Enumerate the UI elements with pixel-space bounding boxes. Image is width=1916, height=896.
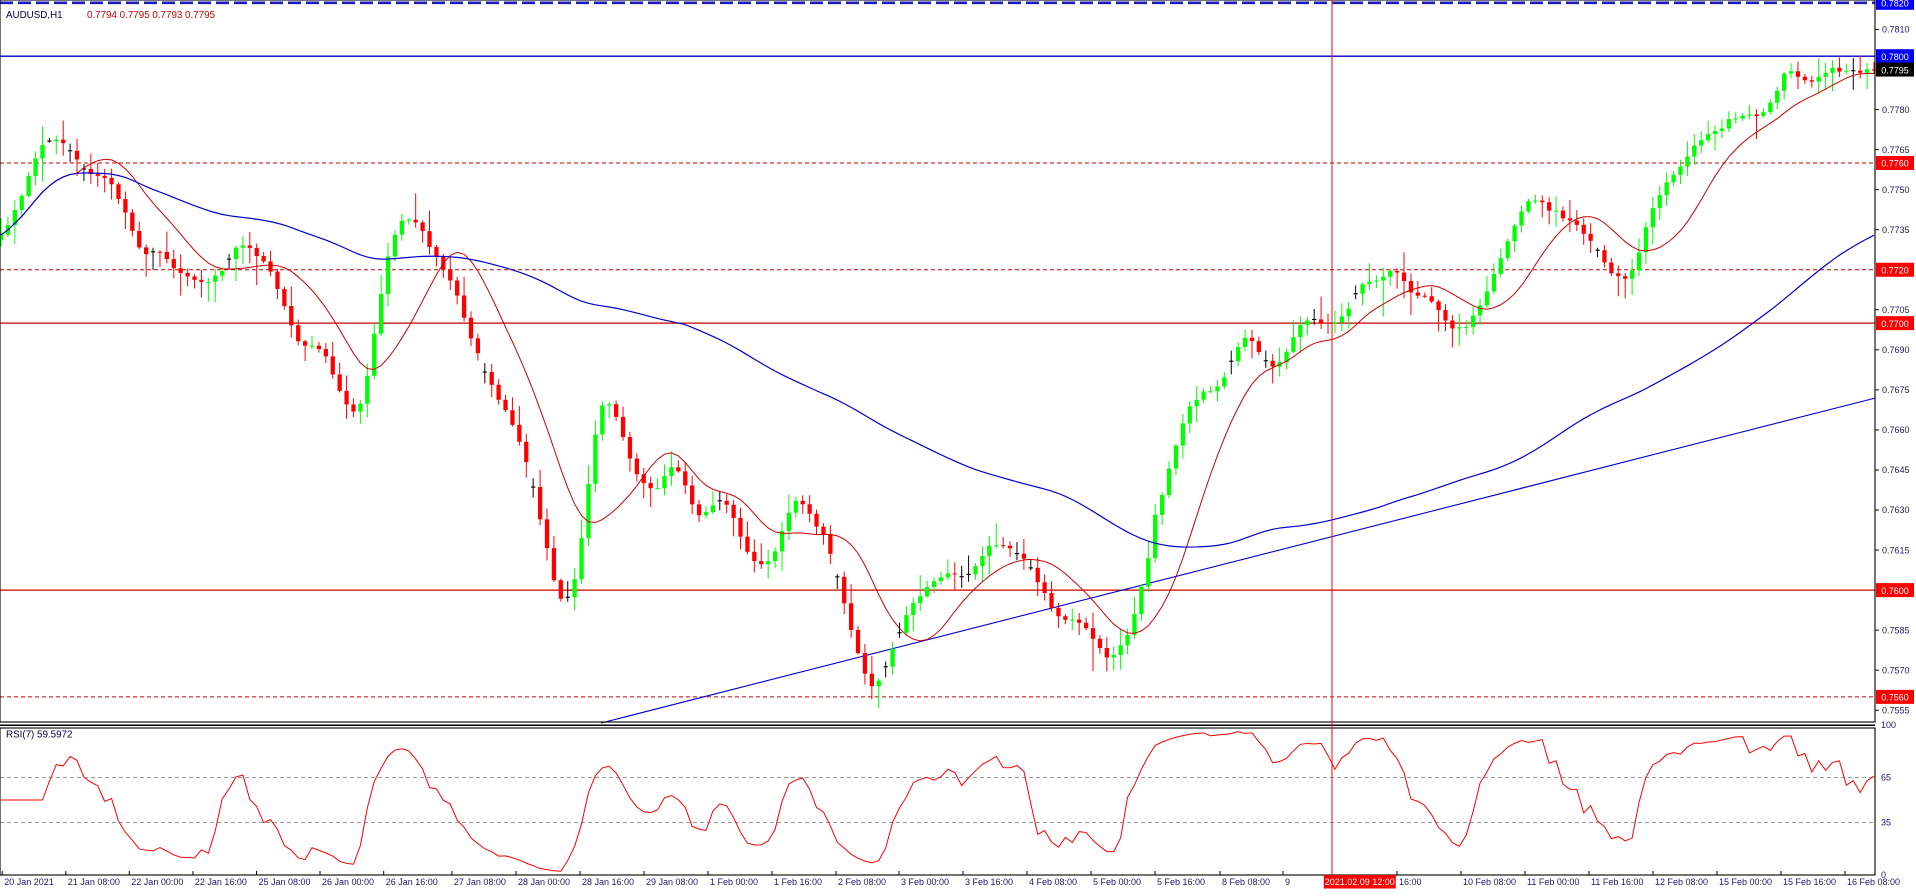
svg-text:1 Feb 16:00: 1 Feb 16:00 bbox=[774, 877, 822, 887]
svg-text:11 Feb 00:00: 11 Feb 00:00 bbox=[1527, 877, 1579, 887]
svg-text:0.7555: 0.7555 bbox=[1882, 705, 1910, 715]
svg-text:0.7720: 0.7720 bbox=[1881, 265, 1909, 275]
svg-text:15 Feb 16:00: 15 Feb 16:00 bbox=[1783, 877, 1836, 887]
svg-text:16 Feb 08:00: 16 Feb 08:00 bbox=[1847, 877, 1900, 887]
svg-text:0.7700: 0.7700 bbox=[1881, 319, 1909, 329]
svg-text:27 Jan 08:00: 27 Jan 08:00 bbox=[454, 877, 506, 887]
svg-text:2021.02.09 12:00: 2021.02.09 12:00 bbox=[1325, 877, 1395, 887]
svg-text:0.7750: 0.7750 bbox=[1882, 185, 1910, 195]
svg-text:26 Jan 00:00: 26 Jan 00:00 bbox=[322, 877, 374, 887]
svg-text:0.7585: 0.7585 bbox=[1882, 625, 1910, 635]
svg-text:0.7705: 0.7705 bbox=[1882, 305, 1910, 315]
svg-text:28 Jan 16:00: 28 Jan 16:00 bbox=[582, 877, 634, 887]
svg-text:0.7630: 0.7630 bbox=[1882, 505, 1910, 515]
svg-text:0.7820: 0.7820 bbox=[1881, 0, 1909, 9]
svg-text:0.7660: 0.7660 bbox=[1882, 425, 1910, 435]
svg-text:22 Jan 00:00: 22 Jan 00:00 bbox=[131, 877, 183, 887]
svg-text:22 Jan 16:00: 22 Jan 16:00 bbox=[195, 877, 247, 887]
svg-text:0.7795: 0.7795 bbox=[1881, 65, 1909, 75]
svg-text:0.7675: 0.7675 bbox=[1882, 385, 1910, 395]
svg-text:20 Jan 2021: 20 Jan 2021 bbox=[4, 877, 54, 887]
svg-text:100: 100 bbox=[1881, 720, 1896, 730]
svg-text:0.7800: 0.7800 bbox=[1881, 52, 1909, 62]
svg-text:0.7600: 0.7600 bbox=[1881, 586, 1909, 596]
svg-text:0.7570: 0.7570 bbox=[1882, 665, 1910, 675]
svg-text:AUDUSD,H1: AUDUSD,H1 bbox=[6, 10, 63, 21]
svg-text:25 Jan 08:00: 25 Jan 08:00 bbox=[259, 877, 311, 887]
svg-text:9: 9 bbox=[1285, 877, 1290, 887]
svg-text:8 Feb 08:00: 8 Feb 08:00 bbox=[1222, 877, 1270, 887]
svg-text:RSI(7) 59.5972: RSI(7) 59.5972 bbox=[6, 730, 72, 741]
svg-text:11 Feb 16:00: 11 Feb 16:00 bbox=[1591, 877, 1643, 887]
svg-text:29 Jan 08:00: 29 Jan 08:00 bbox=[646, 877, 698, 887]
svg-text:0.7760: 0.7760 bbox=[1881, 159, 1909, 169]
svg-text:3 Feb 16:00: 3 Feb 16:00 bbox=[965, 877, 1013, 887]
svg-text:0.7780: 0.7780 bbox=[1882, 105, 1910, 115]
svg-text:3 Feb 00:00: 3 Feb 00:00 bbox=[901, 877, 949, 887]
svg-text:12 Feb 08:00: 12 Feb 08:00 bbox=[1655, 877, 1708, 887]
svg-text:15 Feb 00:00: 15 Feb 00:00 bbox=[1719, 877, 1772, 887]
svg-text:0.7765: 0.7765 bbox=[1882, 145, 1910, 155]
svg-text:10 Feb 08:00: 10 Feb 08:00 bbox=[1463, 877, 1516, 887]
svg-text:5 Feb 16:00: 5 Feb 16:00 bbox=[1157, 877, 1205, 887]
svg-text:0.7690: 0.7690 bbox=[1882, 345, 1910, 355]
svg-text:21 Jan 08:00: 21 Jan 08:00 bbox=[68, 877, 120, 887]
svg-text:16:00: 16:00 bbox=[1399, 877, 1422, 887]
svg-text:35: 35 bbox=[1881, 818, 1891, 828]
svg-text:0.7615: 0.7615 bbox=[1882, 545, 1910, 555]
svg-text:28 Jan 00:00: 28 Jan 00:00 bbox=[518, 877, 570, 887]
svg-text:0.7794 0.7795 0.7793 0.7795: 0.7794 0.7795 0.7793 0.7795 bbox=[87, 10, 216, 21]
svg-text:2 Feb 08:00: 2 Feb 08:00 bbox=[838, 877, 886, 887]
svg-text:0.7735: 0.7735 bbox=[1882, 225, 1910, 235]
svg-text:0.7810: 0.7810 bbox=[1882, 25, 1910, 35]
svg-text:0.7645: 0.7645 bbox=[1882, 465, 1910, 475]
svg-text:26 Jan 16:00: 26 Jan 16:00 bbox=[386, 877, 438, 887]
svg-text:5 Feb 00:00: 5 Feb 00:00 bbox=[1093, 877, 1141, 887]
svg-text:4 Feb 08:00: 4 Feb 08:00 bbox=[1029, 877, 1077, 887]
svg-text:1 Feb 00:00: 1 Feb 00:00 bbox=[710, 877, 758, 887]
svg-text:65: 65 bbox=[1881, 773, 1891, 783]
svg-text:0.7560: 0.7560 bbox=[1881, 693, 1909, 703]
